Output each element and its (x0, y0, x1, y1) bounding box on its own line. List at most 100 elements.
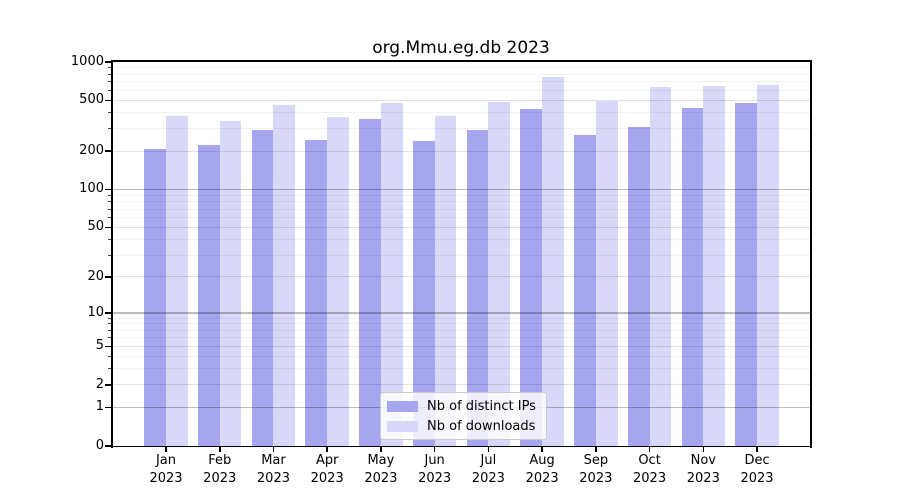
x-tick-mark-2 (272, 447, 275, 453)
legend-item-downloads: Nb of downloads (387, 418, 536, 434)
gridline-700 (113, 81, 810, 83)
chart-title: org.Mmu.eg.db 2023 (372, 38, 550, 58)
x-tick-label-jan-2023: Jan 2023 (137, 452, 195, 487)
x-tick-mark-3 (326, 447, 328, 453)
y-tick-label-200: 200 (79, 143, 104, 159)
y-minor-tick-5 (108, 345, 112, 347)
x-tick-label-aug-2023: Aug 2023 (513, 452, 571, 487)
gridline-8 (113, 323, 810, 325)
gridline-10 (113, 312, 810, 314)
x-label-year: 2023 (203, 470, 237, 486)
y-minor-tick-90 (108, 194, 112, 196)
y-tick-mark-1000 (105, 61, 112, 63)
bar-distinct-ips-oct-2023 (627, 126, 650, 446)
x-tick-label-feb-2023: Feb 2023 (191, 452, 249, 487)
legend: Nb of distinct IPs Nb of downloads (380, 392, 547, 440)
gridline-800 (113, 73, 810, 75)
bar-distinct-ips-jul-2023 (466, 129, 489, 446)
bar-downloads-jul-2023 (488, 102, 511, 446)
y-minor-tick-8 (108, 323, 112, 325)
x-label-month: Jul (480, 453, 497, 468)
bar-distinct-ips-apr-2023 (305, 140, 328, 446)
gridline-20 (113, 276, 810, 278)
x-tick-label-sep-2023: Sep 2023 (567, 452, 625, 487)
x-tick-label-mar-2023: Mar 2023 (244, 452, 302, 487)
y-tick-label-10: 10 (87, 304, 104, 320)
x-label-year: 2023 (633, 470, 667, 486)
x-label-month: Feb (208, 453, 232, 468)
gridline-4 (113, 356, 810, 358)
y-tick-mark-1 (105, 406, 112, 409)
bar-distinct-ips-feb-2023 (198, 144, 220, 446)
bar-downloads-sep-2023 (595, 101, 618, 446)
x-tick-label-apr-2023: Apr 2023 (298, 452, 356, 487)
x-label-month: Jan (155, 453, 177, 468)
legend-label-distinct-ips: Nb of distinct IPs (427, 398, 536, 414)
x-label-month: Oct (638, 453, 661, 468)
gridline-500 (113, 99, 810, 101)
x-label-month: Dec (744, 453, 770, 468)
y-tick-label-2: 2 (95, 376, 104, 392)
x-label-year: 2023 (579, 470, 613, 486)
y-minor-tick-500 (108, 99, 112, 101)
left-spine (111, 60, 113, 448)
legend-label-downloads: Nb of downloads (427, 418, 536, 434)
bar-downloads-oct-2023 (649, 87, 672, 446)
y-tick-label-0: 0 (95, 438, 104, 453)
gridline-300 (113, 128, 810, 130)
y-minor-tick-9 (108, 317, 112, 319)
bar-distinct-ips-nov-2023 (681, 108, 704, 446)
gridline-2 (113, 384, 810, 386)
y-tick-label-500: 500 (79, 92, 104, 108)
x-tick-mark-0 (165, 447, 167, 453)
gridline-7 (113, 329, 810, 331)
bar-distinct-ips-jan-2023 (144, 148, 166, 446)
gridline-9 (113, 317, 810, 319)
y-minor-tick-300 (108, 128, 112, 130)
y-minor-tick-30 (108, 254, 112, 256)
x-tick-mark-5 (433, 447, 436, 453)
y-minor-tick-800 (108, 73, 112, 75)
y-minor-tick-40 (108, 239, 112, 241)
bar-downloads-feb-2023 (219, 121, 242, 446)
x-tick-mark-6 (487, 447, 490, 453)
x-label-year: 2023 (418, 470, 452, 486)
y-tick-label-1000: 1000 (70, 54, 104, 69)
gridline-30 (113, 254, 810, 256)
y-minor-tick-60 (108, 217, 112, 218)
bar-downloads-mar-2023 (273, 105, 296, 446)
y-minor-tick-7 (108, 329, 112, 331)
gridline-600 (113, 89, 810, 91)
x-label-month: Nov (690, 453, 716, 468)
x-label-year: 2023 (471, 470, 505, 486)
y-minor-tick-200 (108, 150, 112, 152)
top-spine (111, 60, 812, 62)
bar-distinct-ips-aug-2023 (520, 109, 543, 446)
y-tick-label-20: 20 (87, 268, 104, 284)
y-minor-tick-4 (108, 356, 112, 358)
y-minor-tick-20 (108, 276, 112, 278)
x-tick-mark-4 (380, 447, 382, 453)
y-minor-tick-2 (108, 384, 112, 386)
bar-distinct-ips-dec-2023 (735, 102, 758, 446)
x-tick-mark-1 (218, 447, 221, 453)
y-minor-tick-80 (108, 201, 112, 203)
legend-swatch-downloads (387, 420, 418, 432)
x-label-month: Apr (315, 453, 339, 468)
bar-downloads-apr-2023 (327, 117, 349, 446)
bar-downloads-may-2023 (380, 103, 403, 446)
gridline-6 (113, 337, 810, 339)
gridline-60 (113, 217, 810, 218)
x-tick-label-nov-2023: Nov 2023 (674, 452, 732, 487)
bar-downloads-jun-2023 (434, 116, 457, 446)
x-tick-label-jun-2023: Jun 2023 (406, 452, 464, 487)
legend-item-distinct-ips: Nb of distinct IPs (387, 398, 536, 414)
bar-distinct-ips-sep-2023 (574, 134, 596, 446)
x-label-month: May (367, 453, 395, 468)
y-tick-label-1: 1 (95, 399, 104, 415)
x-tick-label-may-2023: May 2023 (352, 452, 410, 487)
x-label-month: Jun (424, 453, 445, 468)
x-label-year: 2023 (256, 470, 290, 486)
gridline-90 (113, 194, 810, 196)
